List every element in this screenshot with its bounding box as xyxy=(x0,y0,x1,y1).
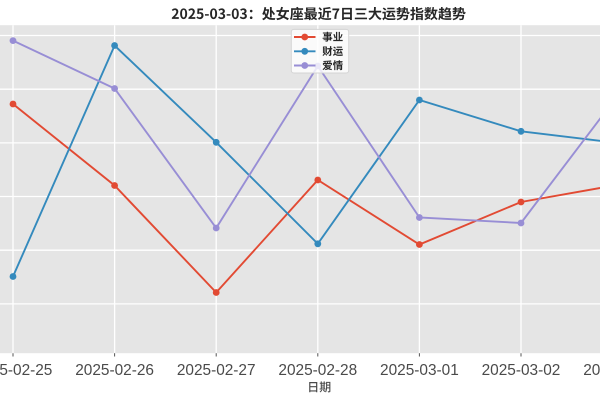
svg-text:2025-03-03: 2025-03-03 xyxy=(583,362,600,379)
svg-text:2025-02-26: 2025-02-26 xyxy=(75,362,154,379)
svg-text:2025-02-28: 2025-02-28 xyxy=(278,362,357,379)
svg-text:2025-03-02: 2025-03-02 xyxy=(482,362,561,379)
svg-text:2025-02-27: 2025-02-27 xyxy=(177,362,256,379)
svg-text:2025-03-01: 2025-03-01 xyxy=(380,362,459,379)
svg-text:2025-02-25: 2025-02-25 xyxy=(0,362,52,379)
